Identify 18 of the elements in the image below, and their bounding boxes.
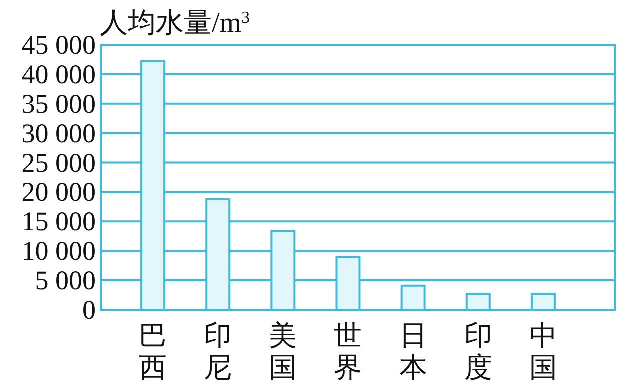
x-tick-label: 世界 bbox=[334, 321, 362, 384]
y-tick-label: 40 000 bbox=[22, 59, 96, 90]
x-tick-label: 中国 bbox=[529, 321, 558, 384]
x-tick-label: 巴西 bbox=[139, 321, 168, 384]
y-tick-label: 5 000 bbox=[35, 266, 96, 296]
x-tick-label: 印尼 bbox=[204, 321, 232, 384]
y-axis-title: 人均水量/m$^{3}$ bbox=[100, 8, 250, 39]
y-tick-label: 30 000 bbox=[22, 118, 96, 148]
y-tick-label: 25 000 bbox=[22, 148, 96, 178]
y-tick-label: 15 000 bbox=[22, 206, 96, 237]
x-tick-label: 印度 bbox=[464, 321, 492, 384]
x-tick-label: 日本 bbox=[399, 321, 428, 384]
y-tick-label: 35 000 bbox=[22, 88, 96, 119]
x-tick-label: 美国 bbox=[269, 321, 298, 384]
y-tick-label: 0 bbox=[82, 295, 96, 325]
y-tick-label: 45 000 bbox=[22, 30, 96, 60]
y-tick-label: 20 000 bbox=[22, 177, 96, 208]
y-tick-label: 10 000 bbox=[22, 236, 96, 266]
